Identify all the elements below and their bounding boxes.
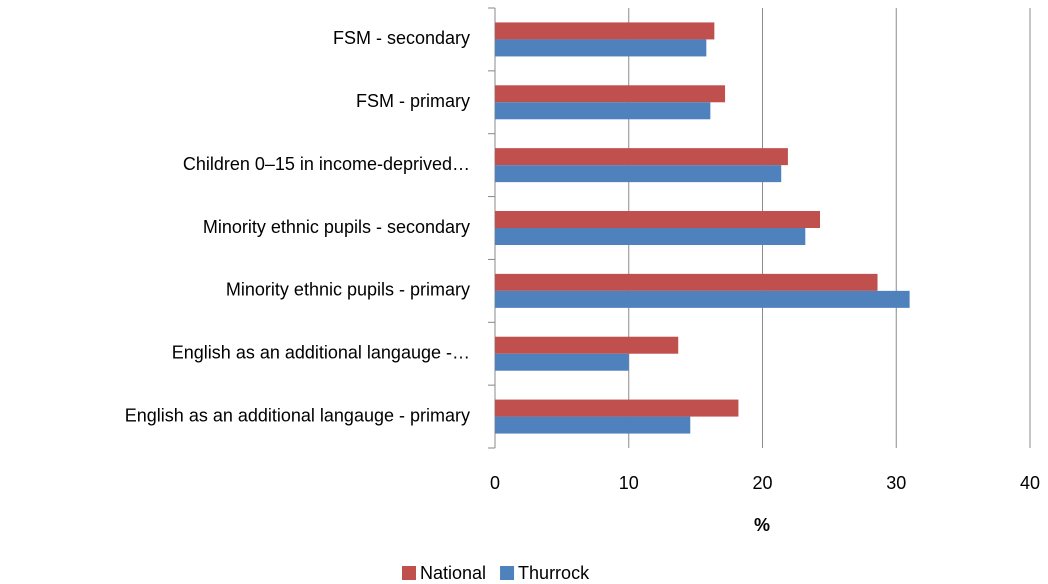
- y-tick-label: Minority ethnic pupils - secondary: [203, 217, 470, 237]
- legend-swatch: [402, 566, 416, 580]
- bar: [495, 148, 788, 166]
- legend-label: National: [420, 563, 486, 583]
- x-axis-title: %: [754, 515, 770, 535]
- bar: [495, 336, 679, 354]
- y-tick-label: FSM - secondary: [333, 28, 470, 48]
- bar: [495, 102, 711, 120]
- bar: [495, 416, 691, 434]
- x-tick-label: 20: [752, 473, 772, 493]
- x-tick-label: 0: [490, 473, 500, 493]
- y-tick-label: English as an additional langauge -…: [172, 342, 470, 362]
- bar: [495, 273, 878, 291]
- bar: [495, 290, 910, 308]
- y-tick-label: English as an additional langauge - prim…: [125, 405, 470, 425]
- x-tick-label: 10: [619, 473, 639, 493]
- x-tick-label: 30: [886, 473, 906, 493]
- bar: [495, 353, 629, 371]
- bar: [495, 211, 821, 228]
- y-tick-label: Minority ethnic pupils - primary: [226, 280, 470, 300]
- bar: [495, 399, 739, 417]
- bar: [495, 85, 726, 103]
- legend-label: Thurrock: [518, 563, 590, 583]
- bar: [495, 22, 715, 40]
- x-tick-label: 40: [1020, 473, 1040, 493]
- bar: [495, 39, 707, 57]
- bar: [495, 165, 782, 183]
- bar: [495, 228, 806, 245]
- legend-swatch: [500, 566, 515, 580]
- y-tick-label: FSM - primary: [356, 91, 470, 111]
- y-tick-label: Children 0–15 in income-deprived…: [183, 154, 470, 174]
